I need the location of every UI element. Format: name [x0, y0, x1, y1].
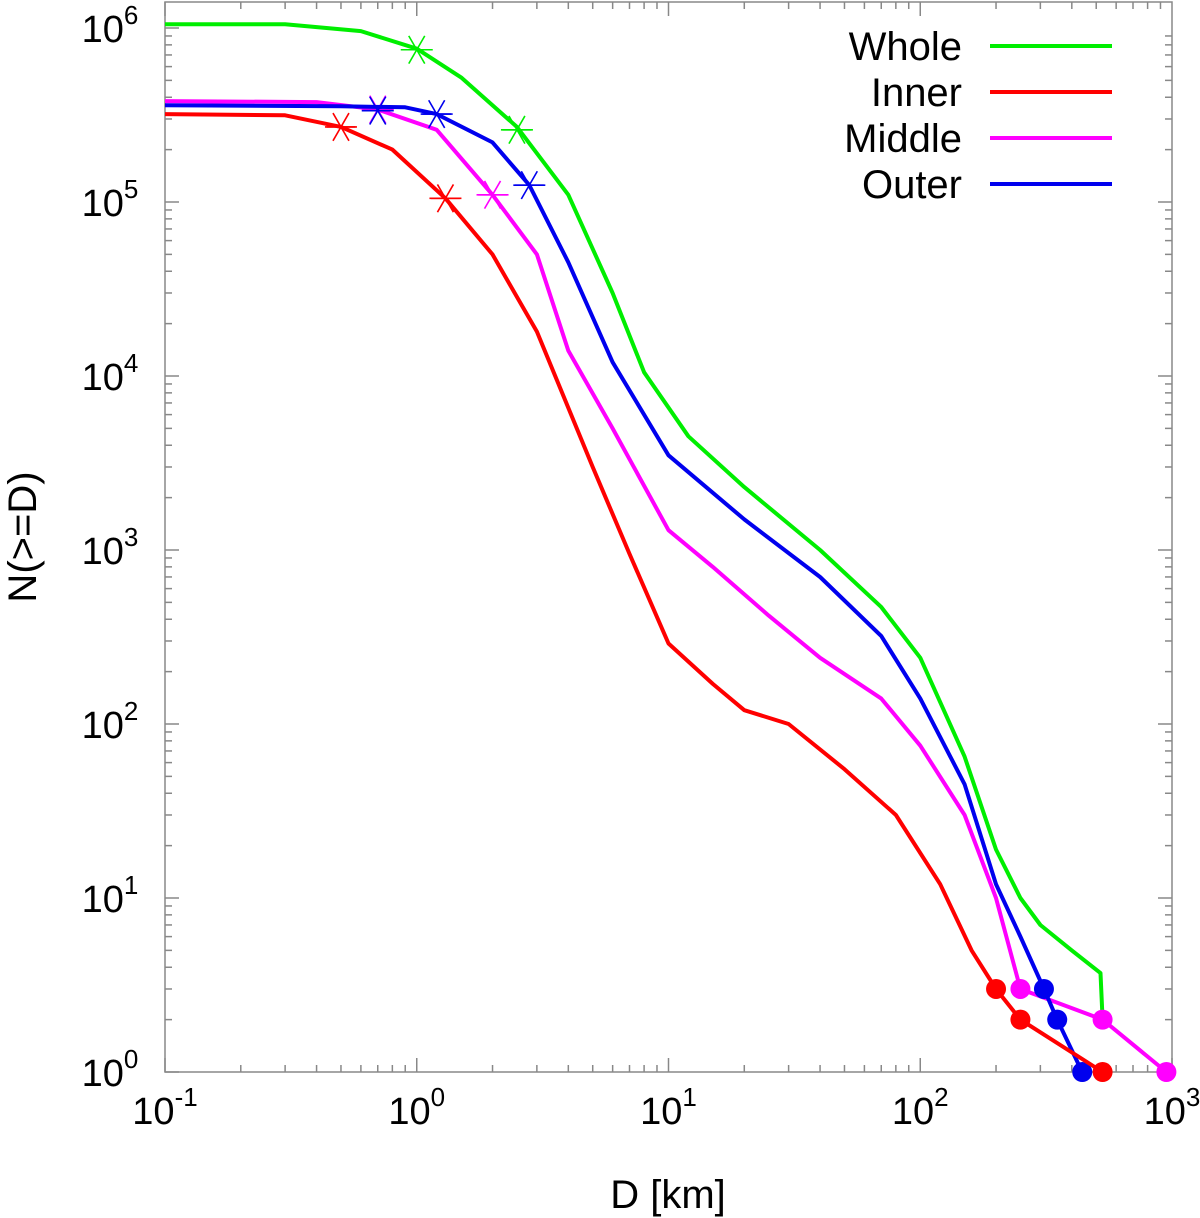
asterisk-marker-outer	[513, 170, 546, 200]
x-tick-label: 101	[640, 1082, 697, 1133]
dot-marker-middle	[1156, 1062, 1177, 1082]
y-tick-label: 102	[82, 696, 139, 747]
x-tick-label: 103	[1144, 1082, 1200, 1133]
dot-marker-outer	[1033, 978, 1054, 999]
y-tick-label: 100	[82, 1044, 139, 1095]
x-tick-label: 100	[388, 1082, 445, 1133]
dot-marker-inner	[986, 978, 1007, 999]
series-middle	[164, 95, 1177, 1082]
dot-marker-inner	[1092, 1062, 1113, 1082]
legend-label-inner: Inner	[871, 71, 962, 115]
x-tick-label: 10-1	[132, 1082, 197, 1133]
y-tick-label: 104	[82, 348, 139, 399]
dot-marker-inner	[1010, 1009, 1031, 1030]
y-tick-label: 106	[82, 0, 139, 51]
asterisk-marker-middle	[476, 180, 509, 210]
series-line-outer	[164, 103, 1046, 990]
asterisk-marker-outer	[420, 99, 453, 129]
legend-label-middle: Middle	[844, 117, 962, 161]
dot-marker-middle	[1092, 1009, 1113, 1030]
series-tail-outer	[1042, 988, 1085, 1073]
series-tail-middle	[1019, 987, 1168, 1074]
x-axis-title: D [km]	[610, 1173, 726, 1217]
asterisk-marker-whole	[400, 35, 433, 64]
series-line-inner	[164, 112, 998, 991]
asterisk-marker-whole	[500, 115, 533, 145]
legend-label-whole: Whole	[849, 25, 962, 69]
axis-ticks	[164, 2, 1173, 1073]
legend-label-outer: Outer	[862, 163, 962, 207]
y-tick-labels: 100 101 102 103 104 105 106	[82, 0, 139, 1095]
dot-marker-outer	[1047, 1009, 1068, 1030]
asterisk-marker-inner	[429, 184, 462, 213]
asterisk-marker-outer	[361, 96, 394, 125]
asterisk-marker-inner	[324, 112, 357, 142]
y-tick-label: 103	[82, 522, 139, 573]
series-whole	[165, 22, 1105, 1020]
y-axis-title: N(>=D)	[1, 471, 45, 602]
x-tick-labels: 10-1 100 101 102 103	[132, 1082, 1200, 1133]
dot-marker-middle	[1010, 978, 1031, 999]
dot-marker-outer	[1072, 1062, 1093, 1082]
series-line-middle	[164, 99, 1023, 990]
y-tick-label: 105	[82, 174, 139, 225]
x-tick-label: 102	[892, 1082, 949, 1133]
series-inner	[164, 112, 1113, 1082]
plot-frame	[164, 1, 1173, 1073]
y-tick-label: 101	[82, 870, 139, 921]
series-layer	[164, 22, 1177, 1082]
series-line-whole	[165, 22, 1105, 1020]
series-outer	[164, 96, 1093, 1082]
